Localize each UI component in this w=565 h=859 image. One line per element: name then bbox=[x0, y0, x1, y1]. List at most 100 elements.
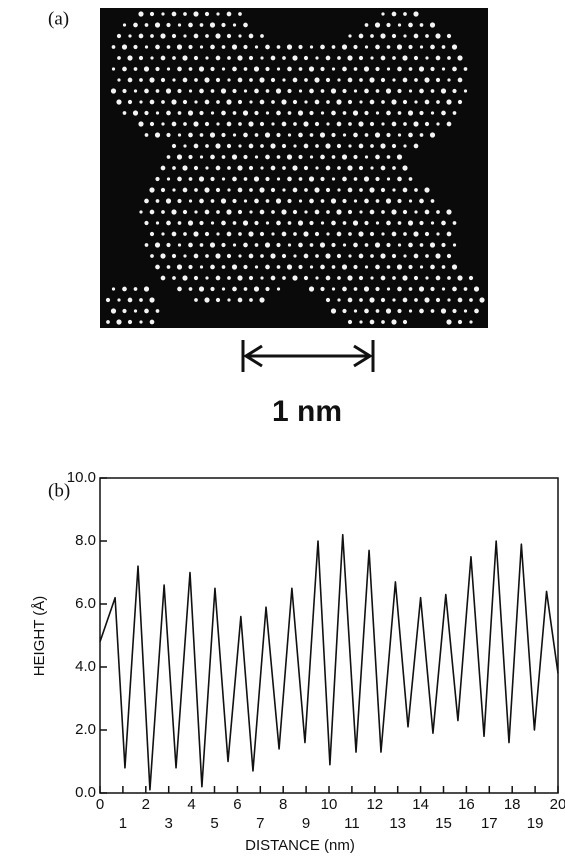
atom-dot bbox=[265, 44, 270, 50]
atom-dot bbox=[198, 286, 205, 292]
atom-dot bbox=[149, 77, 155, 83]
atom-dot bbox=[452, 243, 457, 247]
atom-dot bbox=[128, 34, 132, 38]
atom-dot bbox=[391, 143, 397, 149]
atom-dot bbox=[265, 89, 270, 93]
y-tick-label: 8.0 bbox=[75, 532, 96, 549]
atom-dot bbox=[375, 264, 380, 270]
atom-dot bbox=[194, 188, 198, 192]
atom-dot bbox=[309, 198, 314, 204]
atom-dot bbox=[231, 264, 238, 270]
atom-dot bbox=[172, 166, 176, 170]
atom-dot bbox=[155, 309, 160, 313]
atom-dot bbox=[413, 253, 419, 259]
atom-dot bbox=[424, 297, 430, 303]
atom-dot bbox=[193, 55, 199, 61]
atom-dot bbox=[414, 78, 418, 82]
atom-dot bbox=[347, 275, 353, 281]
atom-dot bbox=[441, 265, 446, 269]
atom-dot bbox=[375, 176, 380, 182]
atom-dot bbox=[320, 199, 325, 203]
atom-dot bbox=[402, 319, 408, 325]
atom-dot bbox=[121, 44, 128, 50]
atom-dot bbox=[441, 45, 446, 49]
atom-dot bbox=[204, 11, 210, 17]
atom-dot bbox=[347, 209, 353, 215]
atom-dot bbox=[419, 198, 424, 204]
atom-dot bbox=[282, 276, 286, 280]
atom-dot bbox=[154, 242, 161, 248]
atom-dot bbox=[150, 56, 154, 60]
atom-dot bbox=[457, 99, 463, 105]
atom-dot bbox=[325, 187, 331, 193]
atom-dot bbox=[336, 121, 342, 127]
atom-dot bbox=[227, 78, 231, 82]
atom-dot bbox=[396, 44, 403, 50]
atom-dot bbox=[133, 89, 138, 93]
atom-dot bbox=[468, 275, 474, 281]
atom-dot bbox=[430, 286, 435, 292]
atom-dot bbox=[249, 100, 253, 104]
atom-dot bbox=[215, 77, 221, 83]
atom-dot bbox=[364, 45, 369, 49]
atom-dot bbox=[386, 177, 391, 181]
atom-dot bbox=[253, 66, 260, 72]
atom-dot bbox=[403, 254, 407, 258]
atom-dot bbox=[193, 11, 199, 17]
atom-dot bbox=[232, 221, 237, 225]
atom-dot bbox=[270, 275, 276, 281]
atom-dot bbox=[309, 45, 314, 49]
atom-dot bbox=[243, 132, 248, 138]
atom-dot bbox=[408, 242, 413, 248]
atom-dot bbox=[259, 209, 265, 215]
atom-dot bbox=[353, 199, 358, 203]
atom-dot bbox=[408, 309, 413, 313]
panel-label: (b) bbox=[48, 480, 70, 501]
atom-dot bbox=[193, 143, 199, 149]
atom-dot bbox=[463, 89, 468, 93]
atom-dot bbox=[193, 165, 199, 171]
atom-dot bbox=[254, 220, 259, 226]
atom-dot bbox=[199, 265, 204, 269]
atom-dot bbox=[408, 67, 413, 71]
atom-dot bbox=[187, 220, 194, 226]
x-tick-label: 7 bbox=[256, 815, 264, 832]
atom-dot bbox=[381, 320, 385, 324]
atom-dot bbox=[242, 220, 249, 226]
atom-dot bbox=[408, 22, 413, 28]
atom-dot bbox=[419, 88, 424, 94]
atom-dot bbox=[275, 88, 282, 94]
atom-dot bbox=[188, 44, 193, 50]
atom-dot bbox=[385, 88, 392, 94]
atom-dot bbox=[243, 154, 248, 160]
atom-dot bbox=[292, 209, 298, 215]
atom-dot bbox=[254, 45, 259, 49]
atom-dot bbox=[166, 155, 171, 159]
atom-dot bbox=[381, 12, 385, 16]
atom-dot bbox=[402, 55, 408, 61]
atom-dot bbox=[452, 111, 457, 115]
atom-dot bbox=[435, 33, 441, 39]
atom-dot bbox=[347, 77, 353, 83]
atom-dot bbox=[259, 99, 265, 105]
atom-dot bbox=[309, 265, 314, 269]
atom-dot bbox=[139, 210, 143, 214]
atom-dot bbox=[452, 88, 457, 94]
atom-dot bbox=[259, 231, 265, 237]
atom-dot bbox=[380, 33, 386, 39]
atom-dot bbox=[238, 232, 242, 236]
atom-dot bbox=[177, 176, 182, 182]
atom-dot bbox=[392, 298, 396, 302]
atom-dot bbox=[204, 209, 210, 215]
atom-dot bbox=[392, 188, 396, 192]
atom-dot bbox=[154, 132, 161, 138]
atom-dot bbox=[330, 308, 337, 314]
atom-dot bbox=[358, 121, 364, 127]
atom-dot bbox=[473, 286, 480, 292]
atom-dot bbox=[122, 111, 127, 115]
x-tick-label: 18 bbox=[504, 796, 521, 813]
atom-dot bbox=[358, 231, 364, 237]
atom-dot bbox=[176, 264, 183, 270]
atom-dot bbox=[369, 209, 375, 215]
